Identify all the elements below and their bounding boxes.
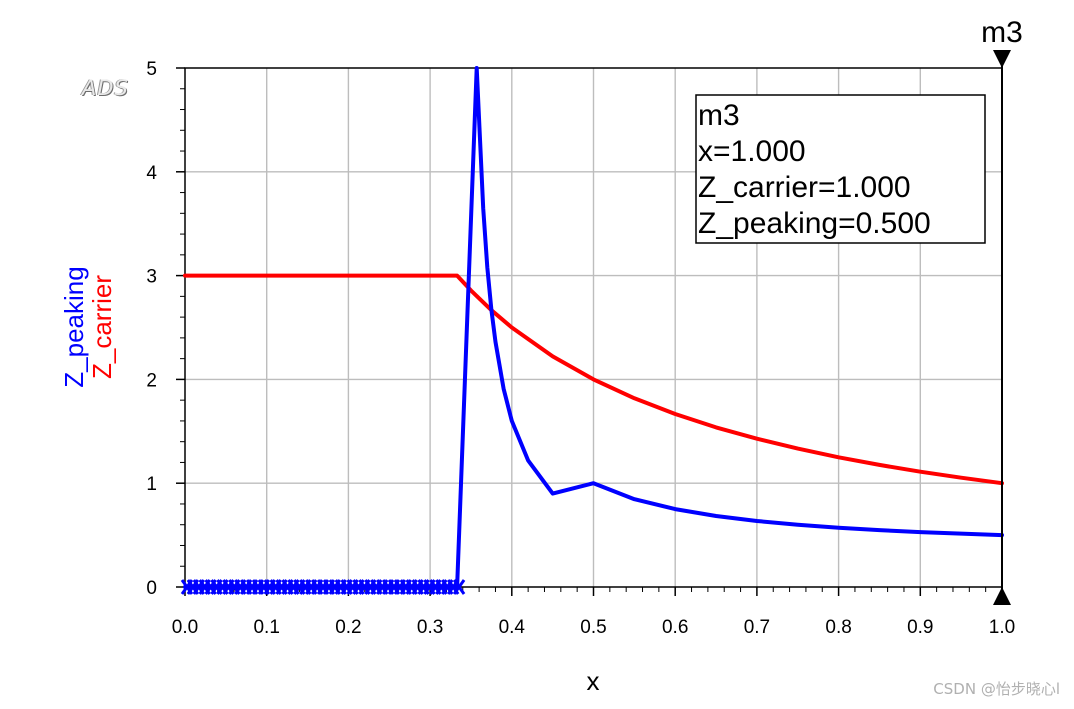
watermark: CSDN @怡步晓心l: [933, 680, 1060, 698]
x-tick-label: 0.5: [580, 617, 606, 638]
x-tick-label: 0.9: [907, 617, 933, 638]
x-tick-label: 1.0: [989, 617, 1015, 638]
x-axis-label: x: [587, 666, 600, 696]
axis-ticks: 0.0 0.1 0.2 0.3 0.4 0.5 0.6 0.7 0.8 0.9 1.0 0 1 2 3 4 5: [146, 59, 1015, 638]
y-axis-label-carrier: Z_carrier: [87, 275, 117, 379]
readout-box: [695, 94, 986, 244]
marker-layer: m3: [981, 16, 1023, 605]
y-tick-label: 3: [146, 267, 157, 288]
marker-name: m3: [981, 16, 1023, 49]
x-tick-label: 0.2: [335, 617, 361, 638]
series-layer: [180, 66, 1004, 595]
x-tick-label: 0.8: [825, 617, 851, 638]
y-tick-label: 4: [146, 163, 157, 184]
series-line-z-carrier: [183, 273, 1004, 486]
x-tick-label: 0.1: [253, 617, 279, 638]
series-line-z-peaking: [183, 66, 1004, 589]
x-tick-label: 0.4: [499, 617, 526, 638]
marker-bottom-triangle: [993, 587, 1011, 605]
readout-line: Z_carrier=1.000: [698, 171, 911, 204]
ads-logo: ADS: [82, 76, 129, 100]
y-tick-label: 2: [146, 370, 157, 391]
readout-line: x=1.000: [698, 135, 806, 168]
y-tick-label: 0: [146, 578, 157, 599]
y-tick-label: 1: [146, 474, 157, 495]
y-tick-label: 5: [146, 59, 157, 80]
readout-line: Z_peaking=0.500: [698, 207, 931, 240]
readout-line: m3: [698, 99, 740, 132]
x-tick-label: 0.7: [744, 617, 770, 638]
x-tick-label: 0.3: [417, 617, 443, 638]
x-tick-label: 0.6: [662, 617, 688, 638]
x-tick-label: 0.0: [172, 617, 198, 638]
marker-top-triangle: [993, 50, 1011, 68]
data-point-marker: [452, 579, 466, 595]
y-axis-label-peaking: Z_peaking: [59, 266, 89, 387]
